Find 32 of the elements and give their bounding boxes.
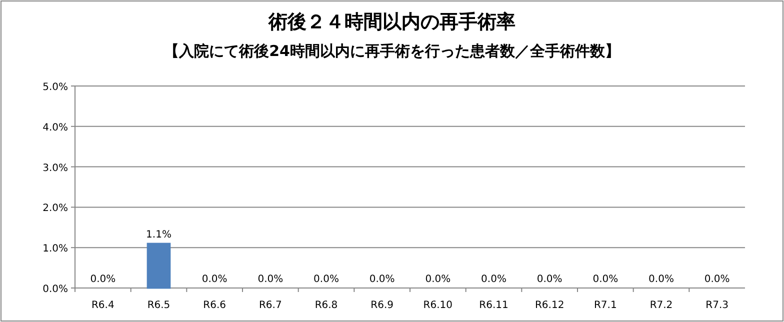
data-label: 0.0% (704, 274, 730, 285)
data-label: 0.0% (425, 274, 451, 285)
data-label: 0.0% (536, 274, 562, 285)
data-label: 0.0% (592, 274, 618, 285)
x-tick-label: R6.6 (203, 300, 226, 311)
data-label: 0.0% (648, 274, 674, 285)
x-tick-label: R7.1 (594, 300, 617, 311)
x-tick-label: R6.4 (91, 300, 114, 311)
y-tick-label: 5.0% (42, 82, 68, 93)
data-label: 0.0% (90, 274, 116, 285)
x-tick-label: R6.12 (534, 300, 564, 311)
chart-subtitle: 【入院にて術後24時間以内に再手術を行った患者数／全手術件数】 (164, 42, 620, 60)
y-tick-label: 0.0% (42, 284, 68, 295)
data-label: 1.1% (146, 230, 172, 241)
x-tick-label: R6.11 (479, 300, 508, 311)
x-tick-label: R7.3 (706, 300, 729, 311)
data-label: 0.0% (481, 274, 506, 285)
x-tick-label: R7.2 (650, 300, 673, 311)
data-label: 0.0% (258, 274, 284, 285)
x-tick-label: R6.7 (258, 300, 282, 311)
x-tick-label: R6.5 (147, 300, 170, 311)
y-tick-label: 2.0% (42, 203, 68, 214)
data-label: 0.0% (314, 274, 339, 285)
x-tick-label: R6.9 (370, 300, 394, 311)
y-tick-label: 1.0% (42, 244, 68, 255)
x-tick-label: R6.10 (423, 300, 453, 311)
x-tick-label: R6.8 (314, 300, 338, 311)
data-label: 0.0% (202, 274, 228, 285)
y-tick-label: 3.0% (42, 162, 68, 174)
y-tick-label: 4.0% (42, 122, 68, 134)
chart-title: 術後２４時間以内の再手術率 (268, 11, 516, 33)
data-label: 0.0% (369, 274, 395, 285)
